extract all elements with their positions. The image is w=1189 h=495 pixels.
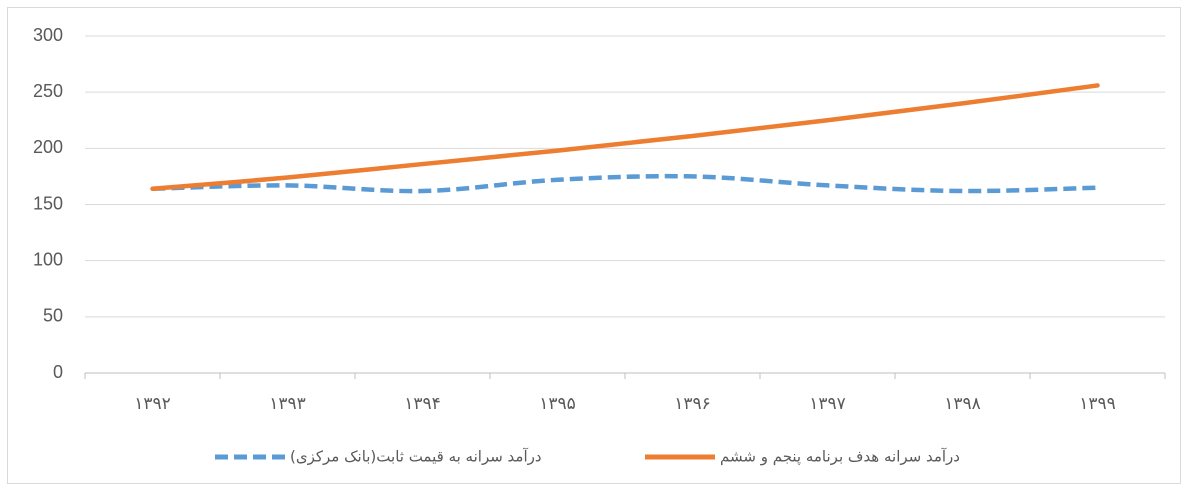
y-tick-label: 300 bbox=[33, 25, 63, 45]
y-tick-label: 200 bbox=[33, 137, 63, 157]
y-tick-label: 0 bbox=[53, 362, 63, 382]
y-tick-label: 150 bbox=[33, 193, 63, 213]
x-tick-label: ۱۳۹۵ bbox=[539, 394, 576, 414]
legend-label: درآمد سرانه به قیمت ثابت(بانک مرکزی) bbox=[290, 448, 542, 466]
x-tick-label: ۱۳۹۹ bbox=[1079, 394, 1116, 414]
x-tick-label: ۱۳۹۶ bbox=[674, 394, 711, 414]
x-tick-label: ۱۳۹۳ bbox=[269, 394, 306, 414]
x-tick-label: ۱۳۹۷ bbox=[809, 394, 846, 414]
x-tick-label: ۱۳۹۲ bbox=[134, 394, 171, 414]
x-tick-label: ۱۳۹۸ bbox=[944, 394, 981, 414]
y-tick-label: 50 bbox=[43, 306, 63, 326]
y-tick-label: 100 bbox=[33, 249, 63, 269]
legend-label: درآمد سرانه هدف برنامه پنجم و ششم bbox=[720, 448, 960, 467]
y-tick-label: 250 bbox=[33, 81, 63, 101]
line-series bbox=[150, 83, 1100, 192]
x-tick-label: ۱۳۹۴ bbox=[404, 394, 441, 414]
chart-border bbox=[7, 7, 1181, 484]
